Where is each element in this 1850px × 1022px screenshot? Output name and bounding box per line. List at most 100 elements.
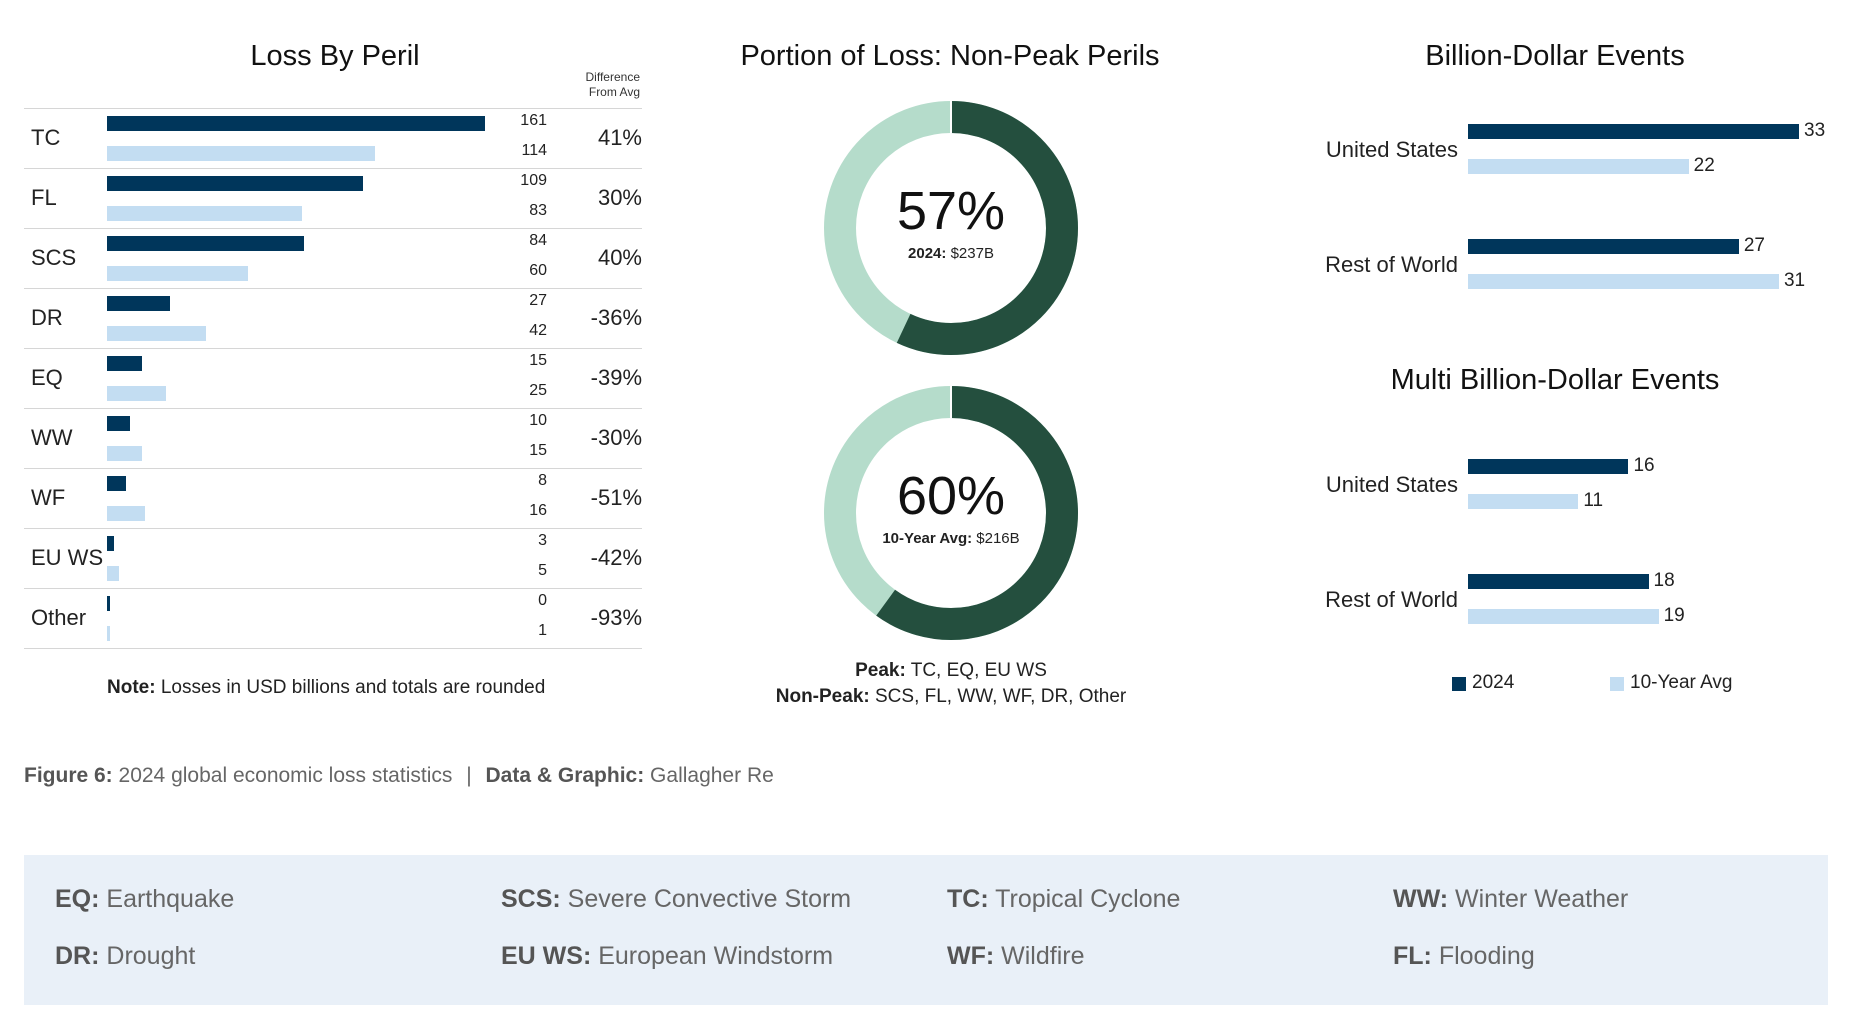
peril-label-ww: WW: [31, 425, 73, 450]
value-2024-dr: 27: [529, 292, 547, 309]
difference-dr: -36%: [590, 305, 642, 330]
value-avg-fl: 83: [529, 202, 547, 219]
abbr-name: Tropical Cyclone: [988, 885, 1181, 913]
donut-2024-percent: 57%: [896, 181, 1006, 241]
donut-2024-sub-bold: 2024:: [908, 245, 947, 262]
billion-dollar-title: Billion-Dollar Events: [1425, 40, 1685, 72]
multi-billion-title: Multi Billion-Dollar Events: [1390, 364, 1720, 396]
difference-header-line1: Difference: [585, 70, 640, 84]
row-rule-eu-ws: [24, 588, 642, 589]
row-rule-other: [24, 648, 642, 649]
abbr-code: WW:: [1393, 885, 1449, 913]
bar-avg-eq: [107, 386, 166, 401]
difference-fl: 30%: [597, 185, 642, 210]
bar-avg-scs: [107, 266, 248, 281]
peril-label-eq: EQ: [31, 365, 63, 390]
region-label-united-states: United States: [1325, 137, 1458, 162]
value-2024-eu-ws: 3: [538, 532, 547, 549]
value-2024-wf: 8: [538, 472, 547, 489]
row-rule-fl: [24, 228, 642, 229]
abbr-dr: DR: Drought: [55, 942, 195, 971]
non-peak-title: Portion of Loss: Non-Peak Perils: [740, 40, 1160, 72]
row-rule-wf: [24, 528, 642, 529]
abbr-fl: FL: Flooding: [1393, 942, 1535, 971]
peril-label-tc: TC: [31, 125, 61, 150]
peril-label-wf: WF: [31, 485, 66, 510]
bar-2024-eq: [107, 356, 143, 371]
abbr-name: Winter Weather: [1448, 885, 1629, 913]
value-avg-ww: 15: [529, 442, 547, 459]
source-label: Data & Graphic:: [485, 764, 645, 787]
bar-avg-eu-ws: [107, 566, 119, 581]
bar-2024-tc: [107, 116, 485, 131]
non-peak-text: SCS, FL, WW, WF, DR, Other: [869, 686, 1127, 707]
peak-text: TC, EQ, EU WS: [905, 660, 1047, 681]
row-rule-tc: [24, 168, 642, 169]
bar-avg-fl: [107, 206, 302, 221]
loss-note-text: Losses in USD billions and totals are ro…: [155, 677, 546, 698]
abbr-code: FL:: [1393, 942, 1432, 970]
bar-2024-scs: [107, 236, 305, 251]
difference-scs: 40%: [597, 245, 642, 270]
value-2024-rest-of-world: 18: [1653, 570, 1675, 591]
donut-10yr-percent: 60%: [896, 466, 1006, 526]
bar-avg-tc: [107, 146, 375, 161]
value-avg-rest-of-world: 31: [1783, 270, 1806, 291]
value-2024-other: 0: [538, 592, 547, 609]
donut-10yr-sub-bold: 10-Year Avg:: [882, 530, 973, 547]
non-peak-bold: Non-Peak:: [775, 686, 870, 707]
region-label-rest-of-world: Rest of World: [1325, 252, 1458, 277]
region-label-rest-of-world: Rest of World: [1325, 587, 1458, 612]
legend-avg-swatch: [1610, 677, 1624, 691]
value-avg-other: 1: [538, 622, 547, 639]
region-label-united-states: United States: [1325, 472, 1458, 497]
source-text: Gallagher Re: [644, 764, 774, 787]
donut-2024: [824, 101, 1078, 355]
bar-avg-ww: [107, 446, 143, 461]
figure-caption: Figure 6: 2024 global economic loss stat…: [24, 764, 774, 788]
abbr-code: SCS:: [501, 885, 561, 913]
billion-dollar-chart: United States 33 22 Rest of World 27 31: [1290, 110, 1830, 310]
abbr-name: Earthquake: [99, 885, 235, 913]
peril-label-fl: FL: [31, 185, 57, 210]
donut-10yr-sub-text: $216B: [972, 530, 1020, 547]
bar-2024-dr: [107, 296, 171, 311]
peril-label-eu-ws: EU WS: [31, 545, 104, 570]
bar-2024-rest-of-world: [1468, 239, 1739, 254]
value-avg-tc: 114: [521, 142, 547, 159]
donut-10yr-subtitle: 10-Year Avg: $216B: [851, 530, 1051, 547]
donut-2024-sub-text: $237B: [946, 245, 994, 262]
abbr-name: Wildfire: [994, 942, 1085, 970]
loss-note: Note: Losses in USD billions and totals …: [107, 677, 545, 699]
bar-2024-wf: [107, 476, 126, 491]
value-avg-dr: 42: [529, 322, 547, 339]
bar-avg-rest-of-world: [1468, 609, 1659, 624]
abbr-euws: EU WS: European Windstorm: [501, 942, 833, 971]
peak-bold: Peak:: [855, 660, 906, 681]
value-2024-united-states: 33: [1804, 120, 1826, 141]
abbr-code: DR:: [55, 942, 100, 970]
bar-2024-other: [107, 596, 110, 611]
abbr-ww: WW: Winter Weather: [1393, 885, 1628, 914]
peril-label-dr: DR: [31, 305, 63, 330]
figure-text: 2024 global economic loss statistics: [112, 764, 453, 787]
difference-eu-ws: -42%: [590, 545, 642, 570]
abbr-code: WF:: [947, 942, 995, 970]
row-rule-dr: [24, 348, 642, 349]
row-rule-top: [24, 108, 642, 109]
bar-avg-rest-of-world: [1468, 274, 1779, 289]
peril-label-other: Other: [31, 605, 87, 630]
bar-avg-wf: [107, 506, 145, 521]
bar-avg-other: [107, 626, 110, 641]
bar-2024-united-states: [1468, 459, 1629, 474]
value-2024-fl: 109: [520, 172, 547, 189]
abbreviation-box: EQ: Earthquake SCS: Severe Convective St…: [24, 855, 1828, 1005]
legend-2024-label: 2024: [1472, 672, 1515, 693]
legend-avg-label: 10-Year Avg: [1630, 672, 1733, 693]
value-avg-scs: 60: [529, 262, 547, 279]
multi-billion-chart: United States 16 11 Rest of World 18 19: [1290, 445, 1830, 645]
legend-2024-swatch: [1452, 677, 1466, 691]
difference-ww: -30%: [590, 425, 642, 450]
bar-2024-rest-of-world: [1468, 574, 1649, 589]
value-2024-rest-of-world: 27: [1743, 235, 1765, 256]
